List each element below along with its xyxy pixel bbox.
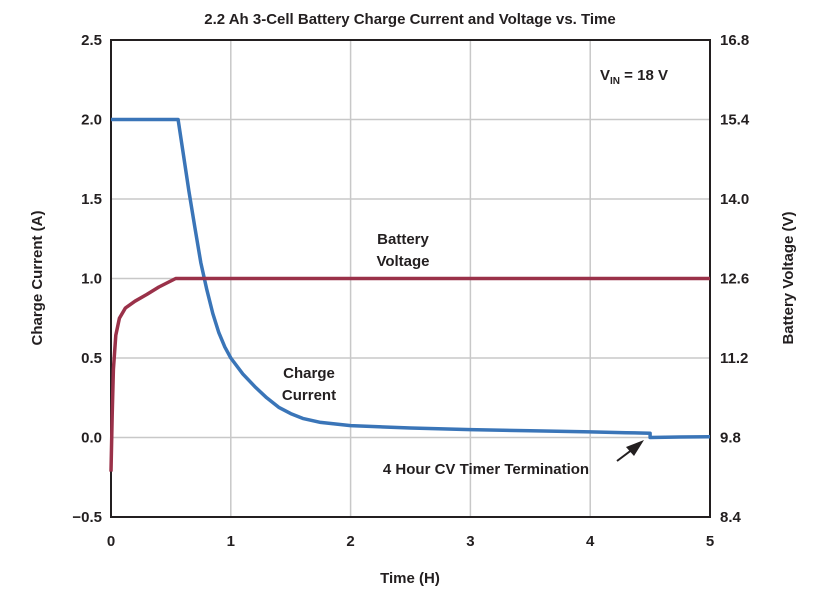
x-tick-label: 2: [346, 533, 354, 550]
x-tick-label: 3: [466, 533, 474, 550]
chart-title: 2.2 Ah 3-Cell Battery Charge Current and…: [204, 11, 616, 28]
y-right-tick-label: 14.0: [720, 191, 749, 208]
y-axis-right-label: Battery Voltage (V): [780, 211, 797, 344]
x-tick-label: 1: [227, 533, 235, 550]
y-right-tick-label: 9.8: [720, 430, 741, 447]
y-right-tick-label: 12.6: [720, 271, 749, 288]
y-right-tick-label: 11.2: [720, 350, 748, 367]
y-left-tick-label: 0.0: [81, 430, 102, 447]
charge-current-line: [111, 117, 711, 440]
y-axis-left-label: Charge Current (A): [29, 210, 46, 345]
x-tick-label: 5: [706, 533, 714, 550]
battery-voltage-line: [109, 276, 710, 472]
ticks-layer: 0 1 2 3 4 5 2.5 16.8 2.0 15.4 1.5 14.0 1.0 12.6 0.5 11.…: [72, 32, 749, 550]
y-left-tick-label: 2.0: [81, 112, 102, 129]
charge-current-annotation-line2: Current: [282, 387, 336, 404]
series-layer: [109, 117, 711, 472]
y-left-tick-label: 0.5: [81, 350, 102, 367]
battery-voltage-annotation-line2: Voltage: [376, 253, 429, 270]
termination-arrow: [616, 440, 644, 462]
y-right-tick-label: 16.8: [720, 32, 749, 49]
x-tick-label: 4: [586, 533, 595, 550]
y-right-tick-label: 8.4: [720, 509, 742, 526]
termination-annotation: 4 Hour CV Timer Termination: [383, 461, 589, 478]
y-left-tick-label: 1.5: [81, 191, 102, 208]
x-tick-label: 0: [107, 533, 115, 550]
charge-current-annotation-line1: Charge: [283, 365, 335, 382]
vin-label: VIN = 18 V: [600, 67, 668, 87]
y-left-tick-label: 1.0: [81, 271, 102, 288]
x-axis-label: Time (H): [380, 570, 440, 587]
y-left-tick-label: −0.5: [72, 509, 102, 526]
y-right-tick-label: 15.4: [720, 112, 750, 129]
battery-voltage-annotation-line1: Battery: [377, 231, 429, 248]
y-left-tick-label: 2.5: [81, 32, 102, 49]
